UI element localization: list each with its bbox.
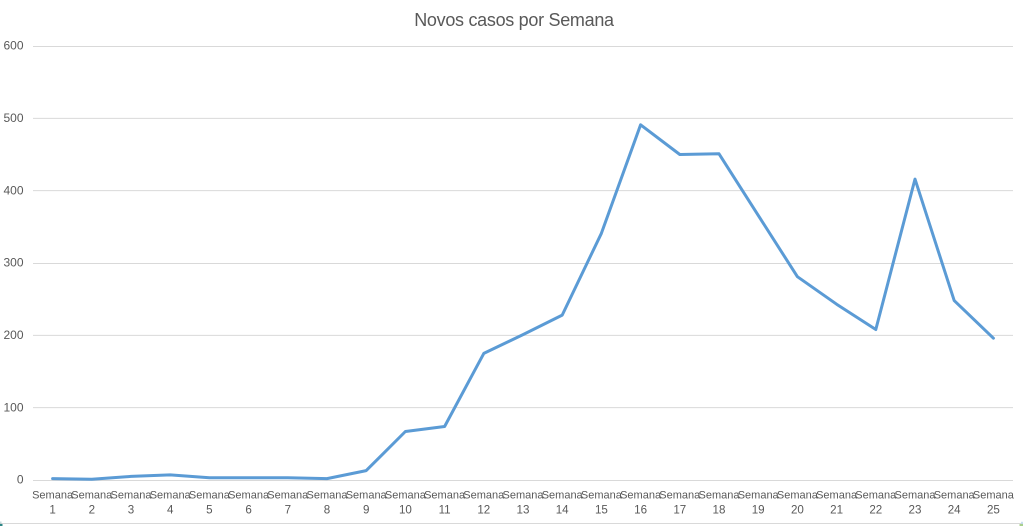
svg-text:14: 14 (556, 504, 569, 517)
svg-text:Semana: Semana (71, 490, 113, 502)
svg-text:4: 4 (167, 504, 174, 517)
svg-text:Semana: Semana (267, 490, 309, 502)
svg-text:Semana: Semana (32, 490, 74, 502)
svg-text:Semana: Semana (777, 490, 819, 502)
svg-text:Semana: Semana (503, 490, 545, 502)
svg-text:24: 24 (948, 504, 961, 517)
svg-text:Semana: Semana (855, 490, 897, 502)
svg-text:15: 15 (595, 504, 608, 517)
svg-text:Semana: Semana (307, 490, 349, 502)
svg-text:16: 16 (634, 504, 647, 517)
svg-text:Semana: Semana (581, 490, 623, 502)
svg-text:Semana: Semana (659, 490, 701, 502)
svg-text:Semana: Semana (150, 490, 192, 502)
svg-text:Semana: Semana (699, 490, 741, 502)
svg-text:25: 25 (987, 504, 1000, 517)
svg-text:Semana: Semana (228, 490, 270, 502)
svg-text:10: 10 (399, 504, 412, 517)
svg-text:7: 7 (285, 504, 291, 517)
svg-text:Semana: Semana (424, 490, 466, 502)
svg-text:17: 17 (673, 504, 686, 517)
svg-text:Semana: Semana (973, 490, 1015, 502)
svg-text:12: 12 (477, 504, 490, 517)
svg-text:Semana: Semana (189, 490, 231, 502)
svg-text:0: 0 (17, 473, 24, 487)
svg-text:Semana: Semana (934, 490, 976, 502)
svg-text:100: 100 (3, 400, 23, 414)
svg-text:Novos casos por Semana: Novos casos por Semana (414, 10, 615, 30)
svg-text:6: 6 (245, 504, 251, 517)
svg-text:13: 13 (517, 504, 530, 517)
svg-text:Semana: Semana (542, 490, 584, 502)
svg-text:200: 200 (3, 328, 23, 342)
svg-text:23: 23 (909, 504, 922, 517)
svg-text:400: 400 (3, 183, 23, 197)
svg-text:Semana: Semana (385, 490, 427, 502)
svg-text:Semana: Semana (111, 490, 153, 502)
svg-text:11: 11 (439, 504, 451, 517)
svg-text:300: 300 (3, 256, 23, 270)
svg-text:Semana: Semana (463, 490, 505, 502)
svg-text:22: 22 (869, 504, 882, 517)
svg-text:3: 3 (128, 504, 134, 517)
svg-text:Semana: Semana (895, 490, 937, 502)
svg-text:18: 18 (713, 504, 726, 517)
svg-text:Semana: Semana (346, 490, 388, 502)
svg-text:21: 21 (830, 504, 843, 517)
svg-text:8: 8 (324, 504, 330, 517)
svg-text:2: 2 (89, 504, 95, 517)
svg-text:600: 600 (3, 39, 23, 53)
svg-text:1: 1 (49, 504, 55, 517)
svg-text:Semana: Semana (816, 490, 858, 502)
svg-text:Semana: Semana (620, 490, 662, 502)
svg-text:Semana: Semana (738, 490, 780, 502)
svg-text:9: 9 (363, 504, 369, 517)
svg-text:20: 20 (791, 504, 804, 517)
svg-text:500: 500 (3, 111, 23, 125)
svg-text:5: 5 (206, 504, 212, 517)
svg-text:19: 19 (752, 504, 765, 517)
